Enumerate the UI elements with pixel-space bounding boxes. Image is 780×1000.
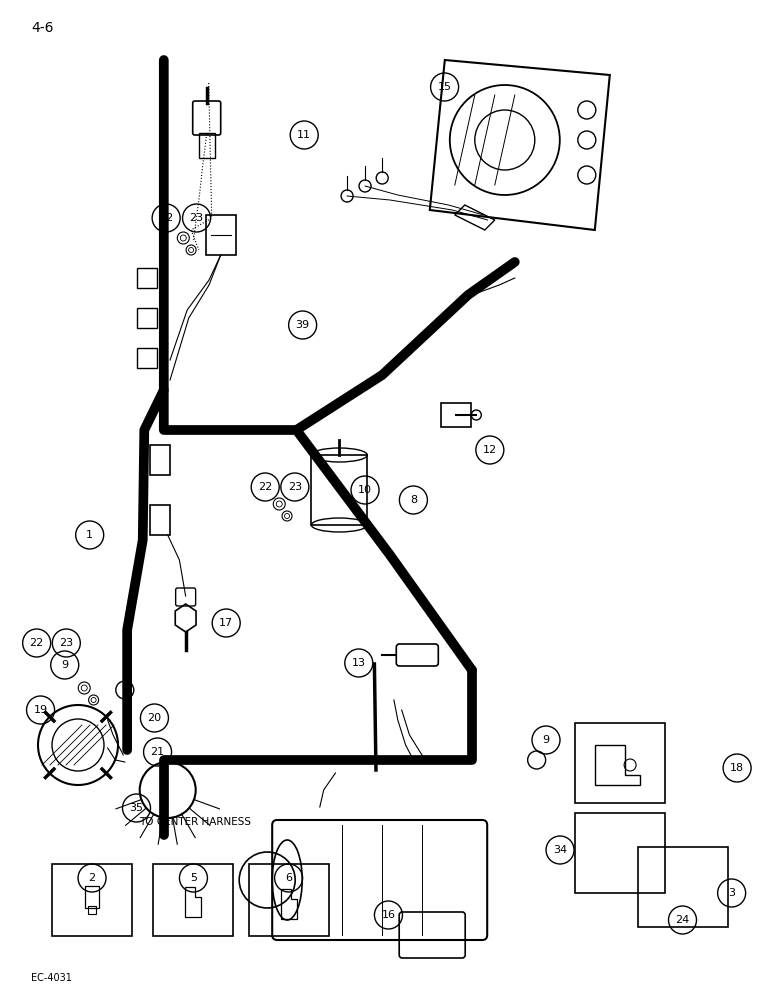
- Bar: [637, 847, 728, 927]
- Bar: [575, 723, 665, 803]
- Text: 21: 21: [151, 747, 165, 757]
- Text: 34: 34: [553, 845, 567, 855]
- Text: 12: 12: [483, 445, 497, 455]
- Text: 23: 23: [59, 638, 73, 648]
- Bar: [150, 445, 170, 475]
- Bar: [136, 268, 157, 288]
- Text: 39: 39: [296, 320, 310, 330]
- Text: 23: 23: [288, 482, 302, 492]
- Text: 3: 3: [729, 888, 735, 898]
- Text: 13: 13: [352, 658, 366, 668]
- Bar: [311, 455, 367, 525]
- Text: TO CENTER HARNESS: TO CENTER HARNESS: [139, 817, 251, 827]
- Text: 18: 18: [730, 763, 744, 773]
- Text: 20: 20: [147, 713, 161, 723]
- Text: 2: 2: [88, 873, 96, 883]
- Bar: [441, 403, 471, 427]
- Text: 11: 11: [297, 130, 311, 140]
- Text: 19: 19: [34, 705, 48, 715]
- Text: 8: 8: [410, 495, 417, 505]
- Text: 9: 9: [542, 735, 550, 745]
- Bar: [154, 864, 233, 936]
- Text: 23: 23: [190, 213, 204, 223]
- Text: 22: 22: [159, 213, 173, 223]
- Text: 4-6: 4-6: [31, 21, 54, 35]
- Bar: [150, 505, 170, 535]
- Text: 22: 22: [30, 638, 44, 648]
- Bar: [52, 864, 132, 936]
- Bar: [85, 886, 99, 908]
- Bar: [199, 133, 215, 158]
- Bar: [136, 348, 157, 368]
- Text: EC-4031: EC-4031: [31, 973, 72, 983]
- Text: 6: 6: [285, 873, 292, 883]
- Text: 17: 17: [219, 618, 233, 628]
- Text: 24: 24: [675, 915, 690, 925]
- Bar: [249, 864, 328, 936]
- Text: 35: 35: [129, 803, 144, 813]
- Bar: [136, 308, 157, 328]
- Bar: [575, 813, 665, 893]
- Text: 22: 22: [258, 482, 272, 492]
- Text: 1: 1: [87, 530, 93, 540]
- Bar: [206, 215, 236, 255]
- Text: 15: 15: [438, 82, 452, 92]
- Text: 5: 5: [190, 873, 197, 883]
- Bar: [88, 906, 96, 914]
- Text: 10: 10: [358, 485, 372, 495]
- Text: 9: 9: [61, 660, 69, 670]
- Text: 16: 16: [381, 910, 395, 920]
